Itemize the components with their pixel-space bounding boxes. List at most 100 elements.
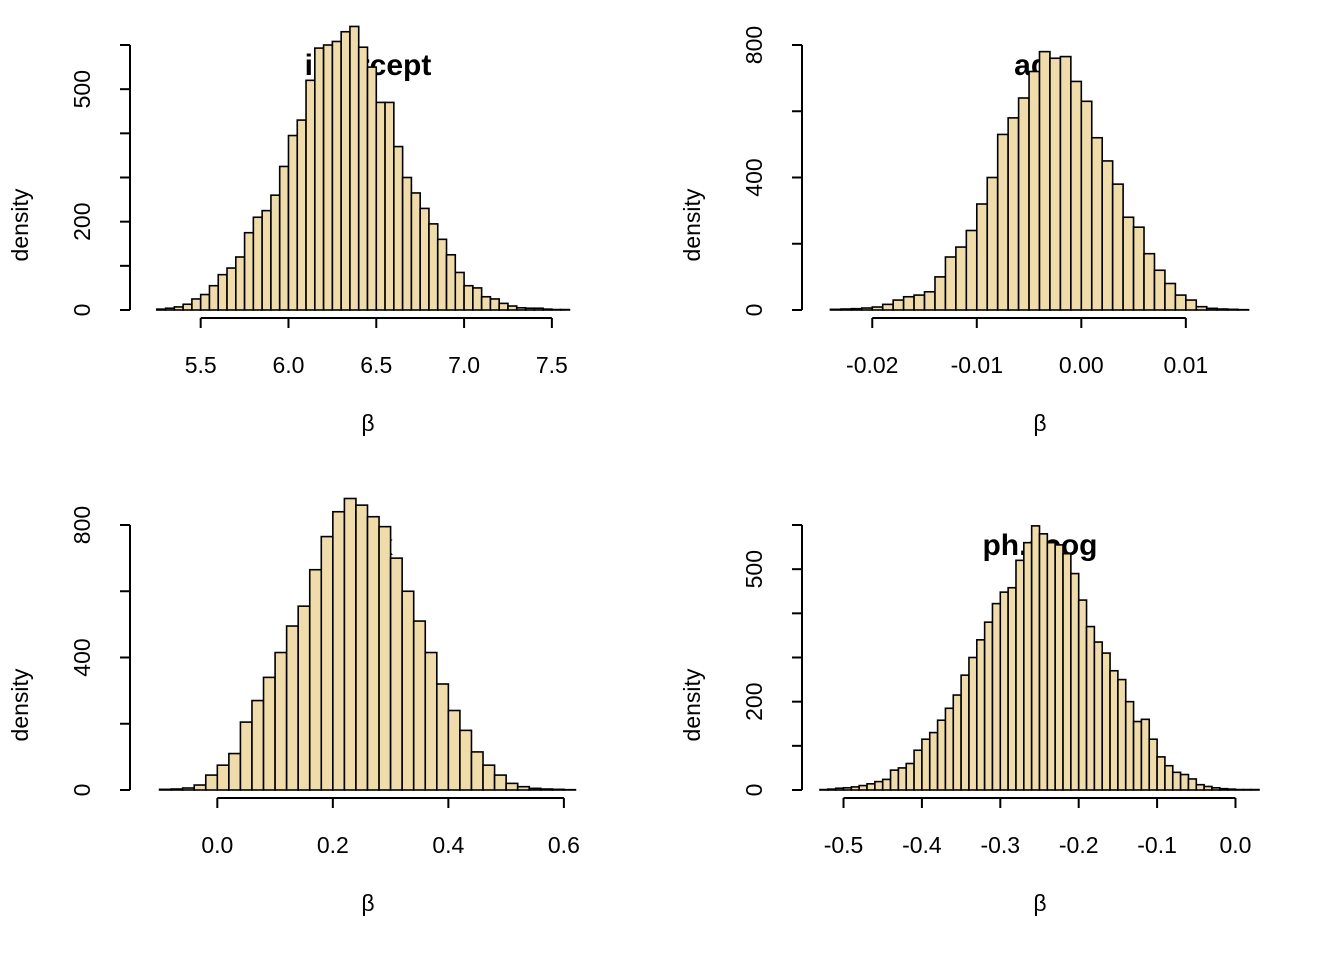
histogram-bar	[164, 307, 176, 311]
histogram-bar	[975, 203, 989, 311]
histogram-bar	[1211, 786, 1221, 791]
y-axis-label: density	[7, 188, 33, 261]
histogram-bar	[1093, 641, 1104, 791]
y-axis-label: density	[679, 668, 705, 741]
histogram-bar	[934, 276, 947, 311]
histogram-bar	[355, 504, 369, 791]
histogram-bar	[193, 784, 207, 791]
histogram-bar	[1059, 55, 1072, 311]
histogram-bar	[366, 66, 378, 311]
histogram-bar	[1195, 783, 1205, 791]
histogram-bar	[401, 176, 413, 311]
x-tick-label: -0.2	[1059, 832, 1099, 858]
histogram-bar	[305, 79, 316, 311]
bars	[829, 50, 1250, 311]
histogram-bar	[991, 602, 1002, 791]
histogram-bar	[905, 762, 915, 791]
histogram-bar	[944, 256, 957, 311]
histogram-bar	[1171, 771, 1182, 791]
histogram-bar	[274, 651, 288, 791]
histogram-bar	[331, 40, 342, 311]
histogram-bar	[861, 307, 874, 311]
y-tick-label: 500	[741, 550, 767, 588]
histogram-bar	[829, 308, 842, 311]
histogram-bar	[858, 784, 868, 791]
histogram-bar	[542, 308, 553, 311]
y-tick-label: 500	[69, 70, 95, 108]
histogram-bar	[251, 699, 265, 791]
histogram-bar	[874, 780, 884, 791]
histogram-bar	[923, 290, 936, 311]
histogram-bar	[840, 308, 853, 311]
histogram-bar	[208, 284, 220, 311]
histogram-bar	[965, 229, 978, 311]
histogram-bar	[889, 769, 900, 791]
y-tick-label: 200	[741, 682, 767, 720]
histogram-bar	[871, 306, 884, 311]
bars	[158, 497, 577, 791]
histogram-bar	[968, 656, 978, 791]
histogram-bar	[1038, 50, 1051, 311]
histogram-bar	[1140, 718, 1151, 791]
histogram-bar	[239, 721, 253, 791]
histogram-bar	[936, 719, 947, 791]
y-axis: 0 200 500	[741, 524, 803, 797]
x-axis: -0.5 -0.4 -0.3 -0.2 -0.1 0.0	[824, 797, 1251, 858]
histogram-bar	[1109, 669, 1119, 791]
y-tick-label: 400	[741, 158, 767, 196]
y-tick-label: 0	[741, 784, 767, 797]
x-tick-label: 0.0	[201, 832, 233, 858]
histogram-bar	[1195, 305, 1208, 311]
panel-ph-ecog: ph.ecog -0.5-0.4-0.3-0.2-0.10.0 0200500 …	[679, 524, 1260, 916]
y-tick-label: 0	[741, 304, 767, 317]
x-tick-label: -0.5	[824, 832, 864, 858]
histogram-bar	[1143, 252, 1156, 311]
x-tick-label: 0.00	[1059, 352, 1104, 378]
histogram-bar	[343, 497, 357, 791]
histogram-bar	[1054, 544, 1064, 791]
histogram-bar	[155, 308, 167, 311]
histogram-bar	[996, 133, 1009, 311]
histogram-bar	[1226, 308, 1239, 311]
histogram-bar	[489, 298, 501, 311]
x-tick-label: -0.02	[846, 352, 898, 378]
histogram-bar	[1122, 216, 1135, 311]
histogram-bar	[482, 764, 496, 791]
histogram-bar	[921, 738, 931, 791]
histogram-bar	[1028, 70, 1041, 311]
histogram-bar	[332, 510, 346, 791]
histogram-bar	[375, 101, 386, 311]
histogram-bar	[975, 639, 986, 791]
x-tick-label: 0.6	[548, 832, 580, 858]
histogram-bar	[278, 165, 290, 311]
histogram-bar	[389, 557, 403, 791]
y-axis: 0 400 800	[69, 506, 131, 796]
histogram-bar	[1007, 586, 1017, 791]
histogram-bar	[1085, 625, 1096, 791]
histogram-bar	[410, 192, 421, 311]
histogram-bar	[1179, 773, 1190, 791]
y-axis-label: density	[7, 668, 33, 741]
histogram-bar	[528, 787, 542, 791]
histogram-bar	[228, 752, 242, 791]
histogram-bar	[533, 307, 544, 311]
x-axis: 0.0 0.2 0.4 0.6	[201, 797, 580, 858]
histogram-bar	[1007, 117, 1020, 311]
x-axis-label: β	[1033, 890, 1046, 916]
histogram-bar	[881, 778, 892, 791]
histogram-bar	[913, 749, 923, 791]
histogram-bar	[401, 590, 415, 791]
x-tick-label: 0.2	[317, 832, 349, 858]
histogram-bar	[1164, 764, 1174, 791]
histogram-bar	[357, 46, 369, 311]
y-axis: 0 200 500	[69, 44, 131, 316]
histogram-bar	[262, 676, 276, 791]
x-tick-label: 0.4	[432, 832, 464, 858]
histogram-bar	[1187, 778, 1198, 791]
x-tick-label: -0.01	[951, 352, 1003, 378]
histogram-bar	[1205, 307, 1218, 311]
histogram-bar	[235, 256, 246, 311]
